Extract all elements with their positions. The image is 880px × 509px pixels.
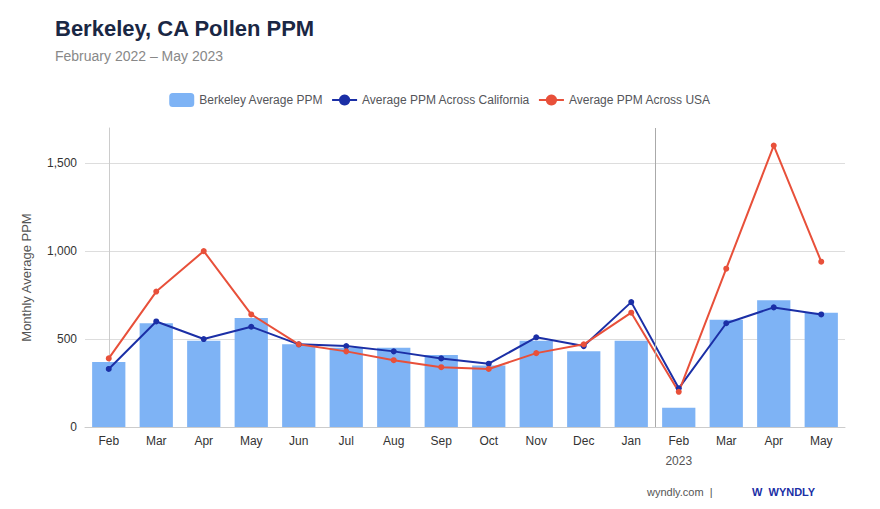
svg-text:500: 500: [57, 332, 77, 346]
svg-text:May: May: [240, 434, 263, 448]
svg-text:Jun: Jun: [289, 434, 308, 448]
svg-text:Average PPM Across California: Average PPM Across California: [362, 93, 530, 107]
svg-text:Berkeley Average PPM: Berkeley Average PPM: [199, 93, 322, 107]
svg-text:Average PPM Across USA: Average PPM Across USA: [569, 93, 710, 107]
svg-text:Nov: Nov: [526, 434, 547, 448]
svg-text:Mar: Mar: [716, 434, 737, 448]
svg-text:Berkeley, CA Pollen PPM: Berkeley, CA Pollen PPM: [55, 16, 314, 41]
svg-text:February 2022 – May 2023: February 2022 – May 2023: [55, 48, 223, 64]
svg-text:Mar: Mar: [146, 434, 167, 448]
svg-text:May: May: [810, 434, 833, 448]
svg-text:Apr: Apr: [194, 434, 213, 448]
svg-text:2023: 2023: [665, 454, 692, 468]
svg-text:Feb: Feb: [668, 434, 689, 448]
svg-text:Sep: Sep: [431, 434, 453, 448]
svg-text:1,500: 1,500: [47, 156, 77, 170]
svg-text:1,000: 1,000: [47, 244, 77, 258]
svg-text:Dec: Dec: [573, 434, 594, 448]
svg-text:0: 0: [70, 420, 77, 434]
svg-text:Oct: Oct: [479, 434, 498, 448]
svg-text:Aug: Aug: [383, 434, 404, 448]
svg-text:Jan: Jan: [622, 434, 641, 448]
svg-text:W WYNDLY: W WYNDLY: [752, 486, 816, 498]
svg-text:Apr: Apr: [764, 434, 783, 448]
svg-text:Jul: Jul: [339, 434, 354, 448]
svg-text:Monthly Average PPM: Monthly Average PPM: [19, 213, 34, 341]
svg-text:Feb: Feb: [98, 434, 119, 448]
svg-text:wyndly.com |: wyndly.com |: [646, 486, 713, 498]
